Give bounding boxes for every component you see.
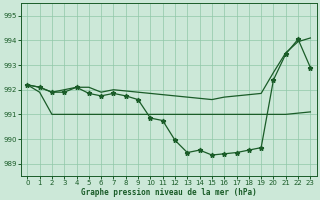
X-axis label: Graphe pression niveau de la mer (hPa): Graphe pression niveau de la mer (hPa) [81,188,257,197]
